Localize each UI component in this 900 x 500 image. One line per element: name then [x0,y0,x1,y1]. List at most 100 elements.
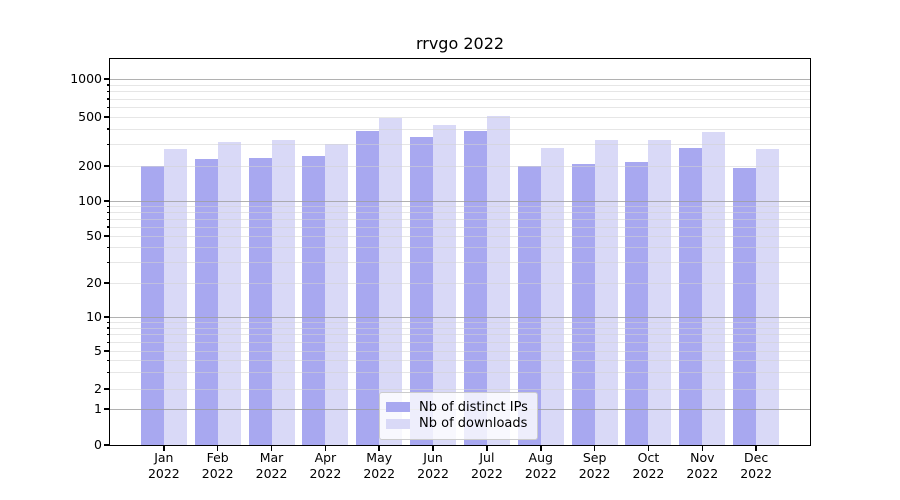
y-minor-tick-9 [107,321,110,324]
x-tick-label-apr: Apr 2022 [290,450,360,482]
y-minor-tick-300 [107,143,110,146]
y-tick-0 [104,444,110,446]
legend-item-downloads: Nb of downloads [386,416,528,431]
x-tick-year-mar: 2022 [255,466,288,481]
x-tick-label-may: May 2022 [344,450,414,482]
x-tick-label-mar: Mar 2022 [237,450,307,482]
bar-distinct-ips-nov [679,148,703,445]
legend-label-downloads: Nb of downloads [419,416,528,431]
bar-downloads-mar [271,140,295,445]
y-minor-tick-600 [107,106,110,108]
bar-downloads-apr [325,143,349,445]
y-tick-label-1: 1 [94,401,102,416]
legend-swatch-distinct-ips-icon [386,402,410,412]
gridline-3 [110,372,810,374]
x-tick-label-feb: Feb 2022 [183,450,253,482]
legend-label-distinct-ips: Nb of distinct IPs [419,399,528,415]
gridline-800 [110,91,810,93]
y-tick-label-1000: 1000 [70,71,102,86]
gridline-20 [110,283,810,284]
y-tick-label-100: 100 [78,193,102,208]
bar-downloads-feb [217,141,241,445]
x-tick-year-feb: 2022 [201,466,234,481]
gridline-8 [110,327,810,329]
y-minor-tick-400 [107,128,110,130]
gridline-6 [110,342,810,344]
bar-downloads-jul [486,115,510,445]
gridline-7 [110,334,810,336]
gridline-200 [110,166,810,167]
y-tick-500 [104,116,110,118]
gridline-500 [110,117,810,118]
y-minor-tick-900 [107,84,110,86]
y-minor-tick-8 [107,327,110,329]
y-minor-tick-4 [107,359,110,362]
y-tick-1 [104,408,110,410]
legend-swatch-downloads-icon [386,418,410,429]
gridline-9 [110,322,810,324]
y-minor-tick-700 [107,98,110,100]
gridline-300 [110,144,810,146]
gridline-700 [110,98,810,100]
y-minor-tick-90 [107,205,110,208]
x-tick-apr [324,446,327,451]
bar-distinct-ips-aug [517,166,541,445]
y-minor-tick-3 [107,371,110,374]
y-minor-tick-6 [107,341,110,344]
x-tick-jan [163,446,165,451]
x-tick-dec [755,446,757,451]
x-tick-year-jul: 2022 [471,466,503,481]
legend: Nb of distinct IPs Nb of downloads [379,392,538,440]
y-minor-tick-40 [107,246,110,249]
x-tick-jun [432,446,434,451]
chart-title: rrvgo 2022 [415,34,505,53]
x-tick-year-jan: 2022 [147,466,180,481]
bar-downloads-oct [648,140,672,445]
gridline-80 [110,212,810,214]
x-tick-feb [216,446,219,451]
gridline-4 [110,360,810,362]
x-tick-label-jun: Jun 2022 [398,450,468,482]
gridline-5 [110,351,810,352]
gridline-2 [110,389,810,390]
y-tick-label-10: 10 [86,309,102,324]
legend-item-distinct-ips: Nb of distinct IPs [386,400,528,415]
y-tick-5 [104,350,110,352]
bar-distinct-ips-jan [140,166,164,445]
bar-downloads-nov [702,131,726,445]
gridline-60 [110,226,810,228]
gridline-900 [110,84,810,86]
x-tick-aug [540,446,542,451]
x-tick-year-aug: 2022 [524,466,557,481]
y-tick-label-2: 2 [94,381,102,396]
bar-distinct-ips-may [356,130,380,445]
bar-distinct-ips-oct [625,162,649,445]
gridline-90 [110,206,810,208]
gridline-70 [110,219,810,220]
x-tick-label-sep: Sep 2022 [560,450,630,482]
x-tick-label-jan: Jan 2022 [129,450,199,482]
x-tick-year-nov: 2022 [686,466,719,481]
bar-downloads-may [379,117,403,445]
y-tick-label-500: 500 [78,109,102,124]
x-tick-year-oct: 2022 [632,466,665,481]
x-tick-may [378,446,380,451]
y-tick-label-20: 20 [86,275,102,290]
x-tick-year-jun: 2022 [417,466,449,481]
y-tick-20 [104,282,110,284]
y-tick-200 [104,165,110,167]
bar-downloads-dec [756,149,780,445]
x-tick-jul [486,446,488,451]
bar-distinct-ips-apr [302,156,326,445]
x-tick-label-dec: Dec 2022 [721,450,791,482]
gridline-10 [110,317,810,319]
y-tick-100 [104,200,110,202]
gridline-30 [110,262,810,264]
y-minor-tick-60 [107,226,110,228]
gridline-40 [110,247,810,249]
x-tick-nov [701,446,704,451]
bar-distinct-ips-jun [410,136,434,445]
bar-downloads-aug [540,148,564,445]
y-minor-tick-7 [107,333,110,336]
